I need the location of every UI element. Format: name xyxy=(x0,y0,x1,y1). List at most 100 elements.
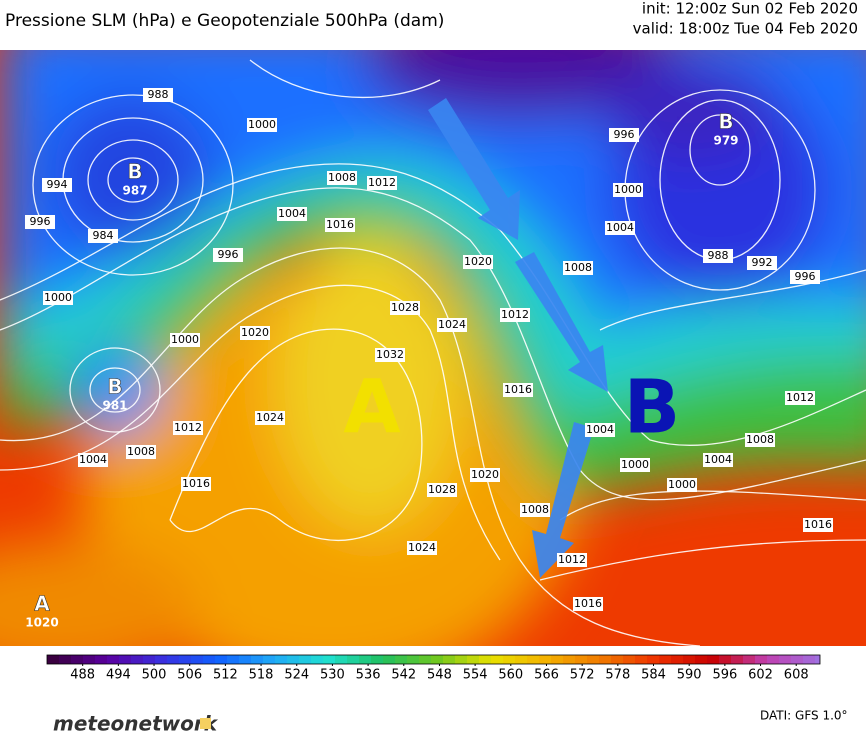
big-label: B xyxy=(624,365,680,451)
isobar-label: 1024 xyxy=(438,318,466,331)
colorbar-label: 584 xyxy=(641,668,666,683)
colorbar-swatch xyxy=(419,655,431,664)
colorbar-swatch xyxy=(347,655,359,664)
isobar-label-bg xyxy=(557,553,587,567)
colorbar-swatch xyxy=(215,655,227,664)
colorbar-swatch xyxy=(95,655,107,664)
isobar-label: 1020 xyxy=(464,255,492,268)
isobar-label: 988 xyxy=(148,88,169,101)
center-letter: B xyxy=(718,110,733,134)
isobar-label: 1012 xyxy=(174,421,202,434)
isobar-label-bg xyxy=(126,445,156,459)
isobar-label-bg xyxy=(173,421,203,435)
isobar-label-bg xyxy=(747,256,777,270)
colorbar-label: 560 xyxy=(498,668,523,683)
colorbar-swatch xyxy=(407,655,419,664)
big-label: A xyxy=(343,365,400,451)
colorbar-swatch xyxy=(131,655,143,664)
isobar-label: 1008 xyxy=(746,433,774,446)
isobar-label-bg xyxy=(25,215,55,229)
isobar-label-bg xyxy=(170,333,200,347)
colorbar-label: 524 xyxy=(284,668,309,683)
colorbar-label: 542 xyxy=(391,668,416,683)
isobar-label: 1016 xyxy=(182,477,210,490)
isobar-label-bg xyxy=(573,597,603,611)
colorbar-swatch xyxy=(467,655,479,664)
isobar-label-bg xyxy=(213,248,243,262)
isobar-label-bg xyxy=(500,308,530,322)
isobar-label-bg xyxy=(375,348,405,362)
isobar-label: 1020 xyxy=(241,326,269,339)
isobar-label: 1012 xyxy=(368,176,396,189)
isobar-label-bg xyxy=(503,383,533,397)
colorbar-label: 512 xyxy=(213,668,238,683)
isobar-label-bg xyxy=(790,270,820,284)
colorbar-swatch xyxy=(587,655,599,664)
colorbar-swatch xyxy=(659,655,671,664)
isobar-label: 1024 xyxy=(408,541,436,554)
isobar-label: 1008 xyxy=(521,503,549,516)
colorbar-swatch xyxy=(515,655,527,664)
colorbar-swatch xyxy=(251,655,263,664)
colorbar-label: 518 xyxy=(249,668,274,683)
isobar-label: 1000 xyxy=(171,333,199,346)
title: Pressione SLM (hPa) e Geopotenziale 500h… xyxy=(5,11,444,31)
isobar-label: 996 xyxy=(30,215,51,228)
colorbar-swatch xyxy=(503,655,515,664)
colorbar-swatch xyxy=(263,655,275,664)
isobar-label: 1012 xyxy=(558,553,586,566)
isobar-label: 1008 xyxy=(127,445,155,458)
isobar-label: 1000 xyxy=(614,183,642,196)
colorbar-swatch xyxy=(191,655,203,664)
colorbar-swatch xyxy=(755,655,767,664)
arrows xyxy=(428,98,608,578)
isobar-label: 1028 xyxy=(428,483,456,496)
isobar-label-bg xyxy=(143,88,173,102)
colorbar-label: 596 xyxy=(712,668,737,683)
colorbar-swatch xyxy=(803,655,815,664)
colorbar-swatch xyxy=(143,655,155,664)
isobar-label-bg xyxy=(470,468,500,482)
colorbar-label: 602 xyxy=(748,668,773,683)
isobar-label-bg xyxy=(463,255,493,269)
center-letter: B xyxy=(107,375,122,399)
colorbar-swatch xyxy=(203,655,215,664)
colorbar-label: 506 xyxy=(177,668,202,683)
isobar-label: 1004 xyxy=(79,453,107,466)
isobar-label: 1004 xyxy=(278,207,306,220)
isobar-label-bg xyxy=(247,118,277,132)
colorbar-swatch xyxy=(431,655,443,664)
isobar-label: 1020 xyxy=(471,468,499,481)
isobar-label: 1028 xyxy=(391,301,419,314)
isobar-label-bg xyxy=(88,229,118,243)
colorbar-swatch xyxy=(695,655,707,664)
map-labels: 988 1000 994 996 984 1008 1012 1004 1016 996 1000 1… xyxy=(25,88,833,630)
isobar-label-bg xyxy=(42,178,72,192)
center-value: 1020 xyxy=(25,616,58,630)
isobar-label: 1016 xyxy=(326,218,354,231)
colorbar-label: 536 xyxy=(356,668,381,683)
colorbar-swatch xyxy=(479,655,491,664)
colorbar-label: 578 xyxy=(605,668,630,683)
colorbar-swatch xyxy=(707,655,719,664)
colorbar-swatch xyxy=(107,655,119,664)
center-value: 981 xyxy=(102,399,127,413)
isobar-label-bg xyxy=(437,318,467,332)
colorbar-swatch xyxy=(275,655,287,664)
isobar-label-bg xyxy=(367,176,397,190)
colorbar-swatch xyxy=(167,655,179,664)
colorbar-swatch xyxy=(119,655,131,664)
colorbar-swatch xyxy=(491,655,503,664)
colorbar-swatch xyxy=(635,655,647,664)
colorbar-swatch xyxy=(743,655,755,664)
center-letter: B xyxy=(127,160,142,184)
map: 988 1000 994 996 984 1008 1012 1004 1016 996 1000 1… xyxy=(0,50,866,646)
colorbar-swatch xyxy=(575,655,587,664)
logo: meteonetwork xyxy=(53,712,219,736)
colorbar-swatch xyxy=(71,655,83,664)
colorbar-swatch xyxy=(815,655,820,664)
isobar-label-bg xyxy=(785,391,815,405)
center-letter: A xyxy=(34,592,50,616)
colorbar-swatch xyxy=(443,655,455,664)
colorbar-label: 494 xyxy=(106,668,131,683)
